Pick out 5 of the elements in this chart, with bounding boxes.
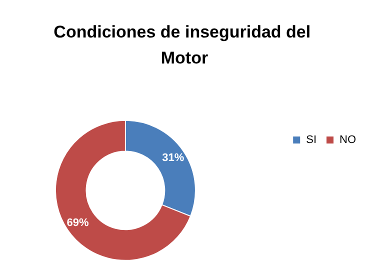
data-label: 69% (66, 216, 90, 229)
legend-label: NO (340, 134, 356, 146)
data-label: 31% (162, 152, 184, 164)
chart-title: Condiciones de inseguridad del Motor (54, 22, 316, 68)
legend-label: SI (306, 134, 317, 146)
